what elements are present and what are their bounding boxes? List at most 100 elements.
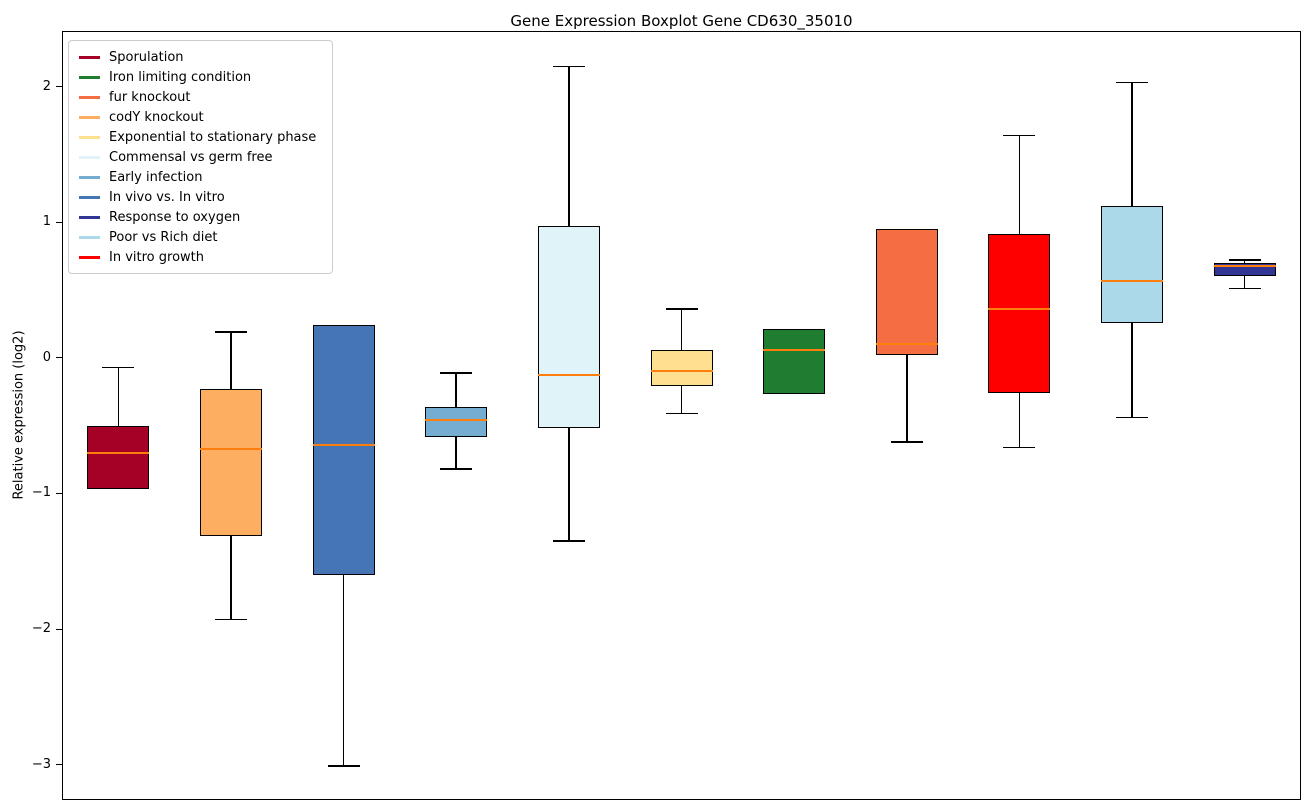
upper-whisker-line bbox=[455, 372, 457, 407]
legend-item: In vivo vs. In vitro bbox=[79, 187, 322, 207]
legend-item: Early infection bbox=[79, 167, 322, 187]
legend-swatch bbox=[79, 75, 100, 79]
legend-label: In vivo vs. In vitro bbox=[109, 189, 225, 205]
y-tick-mark bbox=[56, 221, 62, 223]
median-line bbox=[763, 348, 826, 351]
median-line bbox=[1101, 279, 1164, 282]
y-tick-label: −2 bbox=[31, 621, 51, 637]
lower-whisker-cap bbox=[552, 540, 585, 542]
lower-whisker-line bbox=[1243, 276, 1246, 289]
upper-whisker-cap bbox=[1228, 259, 1261, 261]
upper-whisker-line bbox=[1018, 135, 1021, 235]
legend-label: Iron limiting condition bbox=[109, 69, 252, 85]
legend-item: Iron limiting condition bbox=[79, 67, 322, 87]
median-line bbox=[875, 343, 938, 346]
box bbox=[988, 234, 1051, 394]
legend-swatch bbox=[79, 155, 100, 159]
upper-whisker-line bbox=[117, 367, 120, 426]
box bbox=[425, 406, 488, 437]
legend-swatch bbox=[79, 195, 100, 199]
lower-whisker-cap bbox=[214, 618, 247, 621]
legend-swatch bbox=[79, 255, 100, 259]
box bbox=[650, 349, 713, 387]
legend-item: In vitro growth bbox=[79, 247, 322, 267]
legend-swatch bbox=[79, 215, 100, 219]
lower-whisker-line bbox=[568, 428, 570, 541]
box bbox=[312, 325, 375, 575]
lower-whisker-line bbox=[1131, 322, 1133, 418]
lower-whisker-cap bbox=[890, 441, 923, 443]
legend-item: codY knockout bbox=[79, 107, 322, 127]
chart-title: Gene Expression Boxplot Gene CD630_35010 bbox=[510, 12, 853, 30]
legend-label: Poor vs Rich diet bbox=[109, 229, 218, 245]
legend: Sporulation Iron limiting condition fur kn… bbox=[68, 40, 334, 274]
y-tick-label: −1 bbox=[31, 485, 51, 501]
y-tick-label: 2 bbox=[42, 78, 51, 94]
legend-swatch bbox=[79, 95, 100, 99]
box bbox=[1101, 205, 1164, 323]
lower-whisker-cap bbox=[1116, 416, 1149, 419]
legend-item: Commensal vs germ free bbox=[79, 147, 322, 167]
lower-whisker-line bbox=[906, 355, 908, 442]
lower-whisker-cap bbox=[1003, 446, 1036, 449]
box bbox=[763, 329, 826, 395]
legend-swatch bbox=[79, 55, 100, 59]
median-line bbox=[87, 451, 150, 454]
legend-item: Sporulation bbox=[79, 47, 322, 67]
box bbox=[87, 425, 150, 490]
box bbox=[199, 389, 262, 536]
upper-whisker-line bbox=[568, 66, 570, 227]
median-line bbox=[650, 370, 713, 373]
median-line bbox=[312, 443, 375, 446]
upper-whisker-cap bbox=[102, 366, 135, 369]
upper-whisker-cap bbox=[214, 331, 247, 333]
median-line bbox=[425, 419, 488, 422]
median-line bbox=[199, 447, 262, 450]
legend-label: codY knockout bbox=[109, 109, 204, 125]
legend-label: Sporulation bbox=[109, 49, 184, 65]
lower-whisker-line bbox=[680, 386, 683, 414]
legend-item: Response to oxygen bbox=[79, 207, 322, 227]
upper-whisker-cap bbox=[665, 308, 698, 310]
lower-whisker-cap bbox=[440, 468, 473, 470]
legend-swatch bbox=[79, 115, 100, 119]
legend-swatch bbox=[79, 175, 100, 179]
legend-label: Exponential to stationary phase bbox=[109, 129, 317, 145]
lower-whisker-cap bbox=[665, 412, 698, 415]
upper-whisker-cap bbox=[552, 65, 585, 67]
y-tick-mark bbox=[56, 492, 62, 494]
legend-label: Response to oxygen bbox=[109, 209, 241, 225]
lower-whisker-cap bbox=[1228, 287, 1261, 290]
lower-whisker-line bbox=[455, 436, 457, 470]
legend-label: Commensal vs germ free bbox=[109, 149, 273, 165]
y-tick-label: −3 bbox=[31, 756, 51, 772]
upper-whisker-line bbox=[1131, 82, 1133, 206]
lower-whisker-line bbox=[1018, 393, 1021, 448]
legend-item: Exponential to stationary phase bbox=[79, 127, 322, 147]
legend-label: In vitro growth bbox=[109, 249, 204, 265]
lower-whisker-line bbox=[230, 535, 232, 620]
box bbox=[875, 229, 938, 356]
median-line bbox=[988, 308, 1051, 311]
y-tick-label: 0 bbox=[42, 349, 51, 365]
upper-whisker-line bbox=[230, 332, 232, 390]
legend-label: Early infection bbox=[109, 169, 203, 185]
y-tick-mark bbox=[56, 764, 62, 766]
y-tick-mark bbox=[56, 357, 62, 359]
legend-item: Poor vs Rich diet bbox=[79, 227, 322, 247]
legend-label: fur knockout bbox=[109, 89, 191, 105]
legend-item: fur knockout bbox=[79, 87, 322, 107]
y-tick-mark bbox=[56, 86, 62, 88]
lower-whisker-line bbox=[342, 574, 345, 767]
upper-whisker-cap bbox=[1003, 134, 1036, 137]
y-tick-mark bbox=[56, 628, 62, 630]
upper-whisker-line bbox=[680, 309, 683, 350]
y-tick-label: 1 bbox=[42, 214, 51, 230]
legend-swatch bbox=[79, 235, 100, 239]
upper-whisker-line bbox=[1243, 260, 1246, 263]
median-line bbox=[1213, 264, 1276, 267]
median-line bbox=[537, 374, 600, 377]
lower-whisker-cap bbox=[327, 765, 360, 767]
